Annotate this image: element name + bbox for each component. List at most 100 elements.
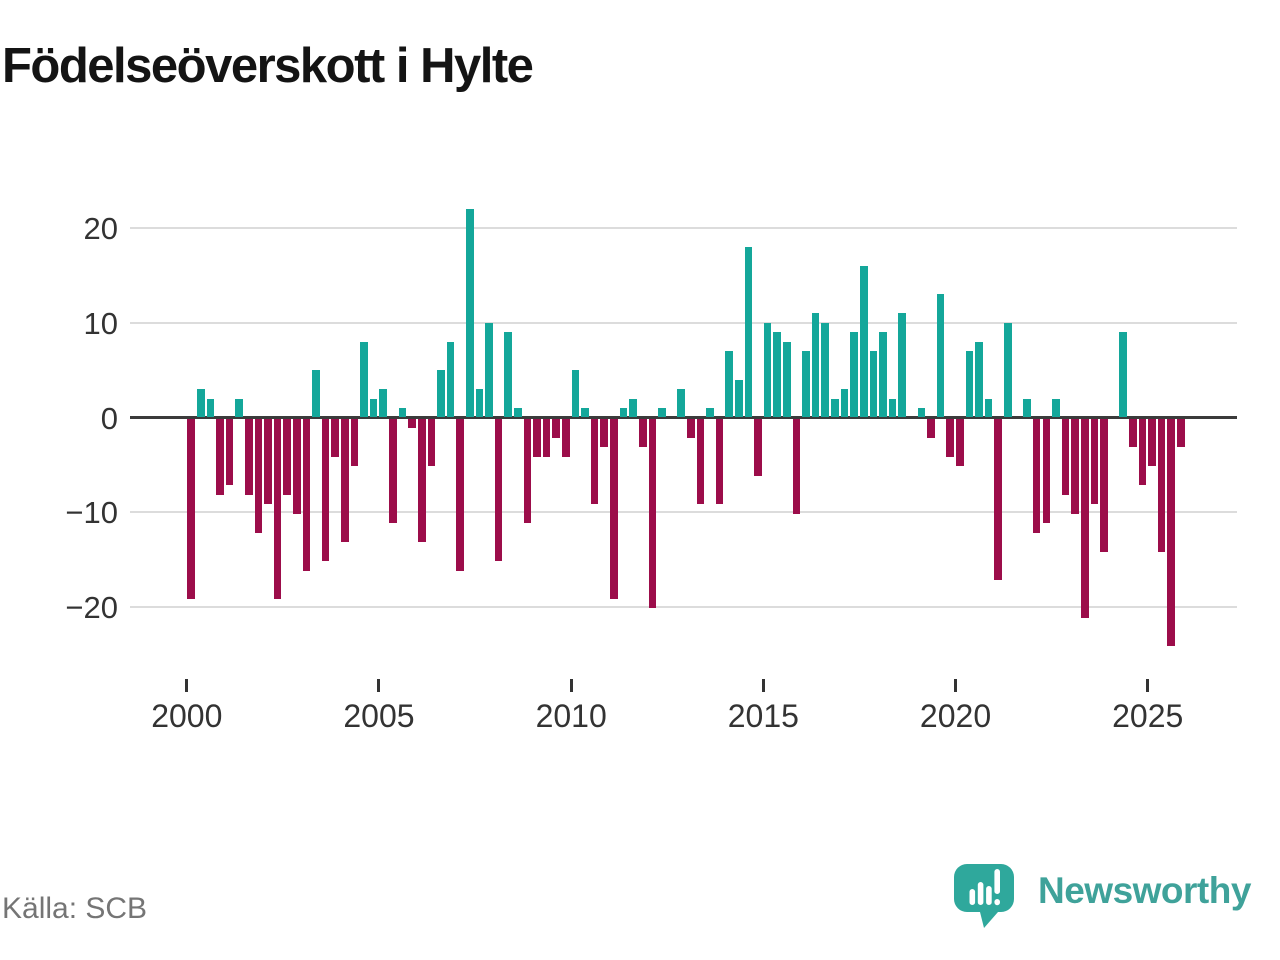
bar-2017-q2: [850, 332, 858, 418]
bar-2013-q4: [715, 419, 724, 505]
bar-2025-q2: [1157, 419, 1166, 552]
bar-2000-q3: [206, 398, 215, 418]
x-tick-2000: [185, 679, 189, 692]
bar-2015-q1: [763, 322, 772, 418]
bar-2005-q3: [398, 408, 407, 418]
bar-2009-q4: [562, 419, 570, 457]
x-axis-label-2010: 2010: [535, 698, 607, 734]
bar-2002-q1: [264, 419, 272, 505]
bar-2003-q3: [321, 419, 330, 562]
bar-2008-q1: [494, 419, 503, 562]
bar-2018-q1: [879, 332, 887, 418]
source-attribution: Källa: SCB: [2, 892, 148, 925]
bar-2020-q1: [956, 419, 964, 467]
bar-2016-q1: [802, 351, 810, 418]
bar-2015-q3: [783, 341, 791, 418]
bar-2024-q2: [1119, 332, 1127, 418]
bar-2011-q4: [638, 419, 647, 448]
bar-2025-q4: [1177, 419, 1185, 448]
bar-2002-q4: [292, 419, 301, 514]
bar-2001-q2: [235, 398, 243, 418]
bar-2005-q4: [408, 419, 416, 429]
bar-2010-q3: [590, 419, 599, 505]
x-tick-2010: [569, 679, 573, 692]
bar-2000-q2: [196, 389, 205, 418]
chart-title: Födelseöverskott i Hylte: [2, 39, 534, 93]
y-axis-label-m20: −20: [65, 589, 118, 625]
bar-2014-q2: [735, 379, 743, 418]
x-axis-label-2000: 2000: [151, 698, 223, 734]
bar-2017-q1: [840, 389, 849, 418]
bar-2006-q2: [427, 419, 436, 467]
bar-2025-q3: [1167, 419, 1175, 647]
gridline-10: [130, 321, 1237, 324]
bar-2009-q2: [542, 419, 551, 457]
bar-2013-q2: [696, 419, 705, 505]
bar-2004-q3: [360, 341, 368, 418]
x-tick-2005: [377, 679, 381, 692]
bar-2017-q4: [869, 351, 878, 418]
bar-2007-q2: [465, 209, 474, 418]
bar-2024-q4: [1138, 419, 1147, 486]
bar-2014-q4: [754, 419, 762, 476]
bar-2010-q2: [581, 408, 589, 418]
bar-2010-q4: [600, 419, 609, 448]
bar-2008-q3: [514, 408, 522, 418]
bar-2022-q2: [1042, 419, 1051, 524]
bar-2023-q2: [1080, 419, 1089, 618]
y-axis-label-10: 10: [83, 305, 118, 341]
bar-2012-q1: [648, 419, 657, 609]
bar-2014-q3: [744, 247, 753, 418]
bar-2001-q1: [225, 419, 234, 486]
bar-2016-q3: [821, 322, 830, 418]
bar-2006-q3: [437, 370, 445, 418]
gridline--10: [130, 511, 1237, 514]
bar-2006-q1: [417, 419, 426, 543]
x-axis-label-2025: 2025: [1112, 698, 1184, 734]
bar-2019-q3: [936, 294, 945, 418]
bar-2014-q1: [725, 351, 733, 418]
x-axis-zero-line: [130, 416, 1237, 419]
bar-2019-q1: [917, 408, 926, 418]
bar-2004-q4: [369, 398, 378, 418]
bar-2001-q3: [244, 419, 253, 495]
x-axis-label-2020: 2020: [919, 698, 992, 734]
bar-2016-q2: [811, 313, 820, 418]
bar-2008-q4: [523, 419, 532, 524]
bar-2007-q1: [456, 419, 464, 571]
x-tick-2015: [761, 679, 765, 692]
bar-2016-q4: [831, 398, 839, 418]
bar-2003-q2: [312, 370, 320, 418]
bar-2025-q1: [1148, 419, 1156, 467]
bar-2007-q3: [475, 389, 484, 418]
bar-2009-q1: [533, 419, 541, 457]
bar-2006-q4: [446, 341, 455, 418]
y-axis-label-m10: −10: [65, 495, 118, 531]
x-axis-label-2005: 2005: [343, 698, 415, 734]
bar-2022-q1: [1032, 419, 1041, 533]
bar-2004-q1: [341, 419, 349, 543]
bar-2012-q4: [677, 389, 685, 418]
bar-2019-q2: [927, 419, 935, 438]
bar-2002-q2: [273, 419, 282, 599]
bar-2013-q1: [686, 419, 695, 438]
bar-2008-q2: [504, 332, 512, 418]
y-axis-label-20: 20: [83, 211, 118, 247]
bar-2011-q3: [629, 398, 637, 418]
bar-2018-q3: [898, 313, 906, 418]
bar-2009-q3: [552, 419, 561, 438]
newsworthy-logo-text: Newsworthy: [1038, 870, 1251, 911]
bar-2024-q3: [1128, 419, 1137, 448]
bar-2021-q2: [1004, 322, 1012, 418]
bar-2020-q3: [975, 341, 983, 418]
bar-2003-q1: [302, 419, 311, 571]
bar-2005-q2: [389, 419, 397, 524]
bar-2013-q3: [706, 408, 714, 418]
gridline--20: [130, 605, 1237, 608]
bar-2022-q3: [1052, 398, 1060, 418]
bar-2020-q4: [984, 398, 993, 418]
bar-2005-q1: [379, 389, 388, 418]
newsworthy-logo: Newsworthy: [954, 864, 1251, 930]
bar-2023-q3: [1090, 419, 1099, 505]
